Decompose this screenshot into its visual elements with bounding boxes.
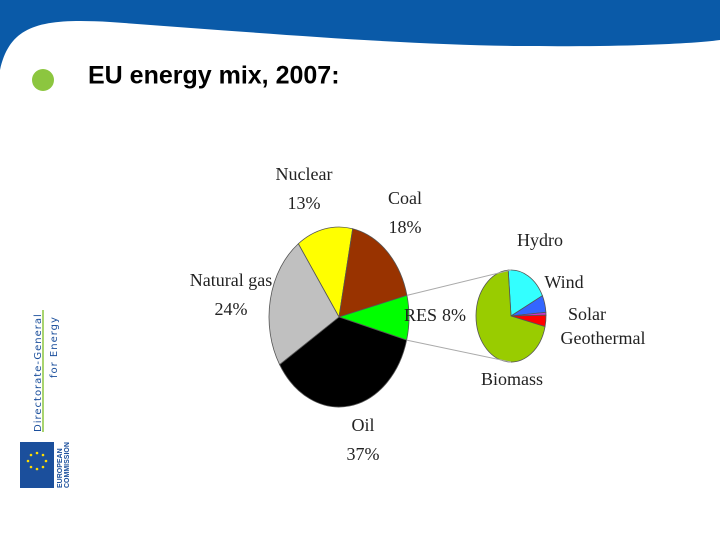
- logo-text: for Energy: [49, 316, 60, 378]
- slice-label: Oil: [351, 415, 374, 435]
- slice-label: Wind: [544, 272, 583, 292]
- pie-slice: [475, 269, 546, 363]
- slide-title: EU energy mix, 2007:: [88, 62, 340, 90]
- institution-text: COMMISSION: [64, 442, 71, 488]
- slice-label: RES: [404, 305, 437, 325]
- value-label: 8%: [442, 305, 466, 325]
- slice-label: Natural gas: [190, 270, 272, 290]
- slice-label: Biomass: [481, 369, 543, 389]
- slice-label: Solar: [568, 304, 606, 324]
- logo-text: Directorate-General: [33, 313, 44, 432]
- slice-label: Coal: [388, 188, 422, 208]
- slice-label: Geothermal: [561, 328, 646, 348]
- pie-slice: [268, 243, 340, 366]
- slice-label: Nuclear: [276, 164, 333, 184]
- bullet: [32, 69, 54, 91]
- connector: [406, 269, 512, 296]
- chart: Nuclear 13% Coal 18% RES 8% Oil 37% Natural gas 2…: [190, 164, 646, 464]
- pie-slice: [338, 228, 408, 318]
- eu-flag: [20, 442, 54, 488]
- header-band: [0, 0, 720, 70]
- eu-stars: [26, 451, 48, 471]
- value-label: 37%: [347, 444, 380, 464]
- connector: [406, 339, 512, 363]
- pie-slice: [297, 226, 354, 319]
- institution-text: EUROPEAN: [57, 448, 64, 488]
- value-label: 18%: [389, 217, 422, 237]
- value-label: 24%: [215, 299, 248, 319]
- value-label: 13%: [288, 193, 321, 213]
- slice-label: Hydro: [517, 230, 563, 250]
